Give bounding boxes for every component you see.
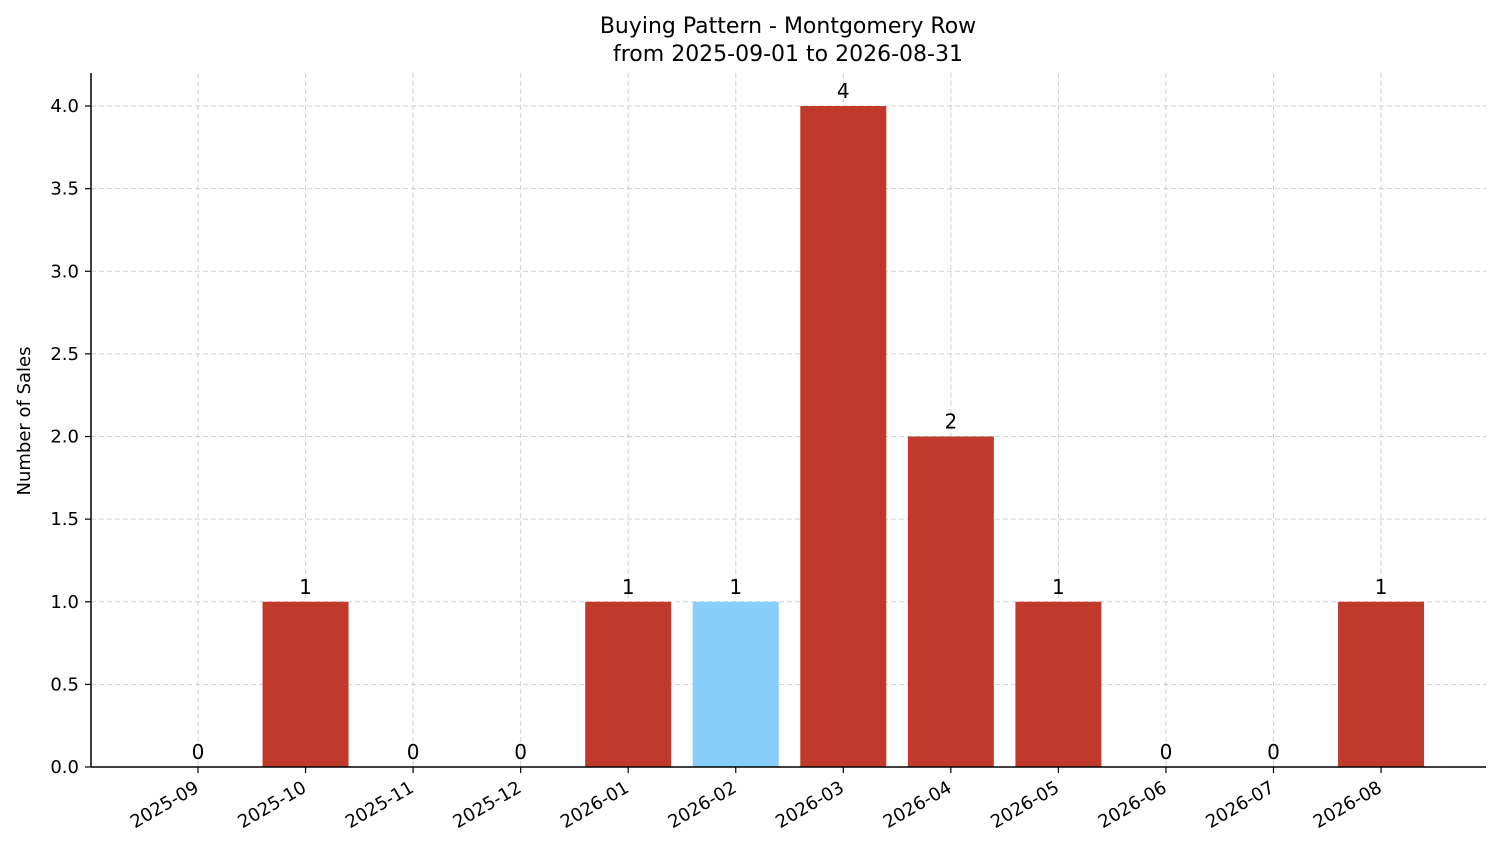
bar-2026-08: [1338, 601, 1425, 767]
x-tick-label-2026-08: 2026-08: [1310, 777, 1386, 833]
y-tick-label: 0.0: [50, 757, 79, 778]
data-label-2025-09: 0: [192, 740, 205, 764]
y-tick-label: 3.5: [50, 179, 79, 200]
data-label-2026-03: 4: [837, 79, 850, 103]
data-label-2025-12: 0: [514, 740, 527, 764]
bar-2026-02: [692, 601, 779, 767]
y-tick-label: 0.5: [50, 674, 79, 695]
y-tick-label: 4.0: [50, 96, 79, 117]
y-tick-label: 2.5: [50, 344, 79, 365]
data-label-2026-04: 2: [944, 410, 957, 434]
x-tick-label-2025-12: 2025-12: [450, 777, 526, 833]
bar-2025-10: [262, 601, 349, 767]
x-tick-label-2026-03: 2026-03: [772, 777, 848, 833]
data-label-2026-01: 1: [622, 575, 635, 599]
x-tick-label-2026-02: 2026-02: [665, 777, 741, 833]
chart-title: Buying Pattern - Montgomery Row: [600, 14, 976, 39]
y-tick-label: 2.0: [50, 427, 79, 448]
data-label-2026-07: 0: [1267, 740, 1280, 764]
bar-layer: [262, 106, 1425, 768]
data-label-2026-02: 1: [729, 575, 742, 599]
data-label-2025-10: 1: [299, 575, 312, 599]
y-axis-label: Number of Sales: [14, 346, 35, 495]
data-label-2025-11: 0: [407, 740, 420, 764]
bar-2026-01: [585, 601, 672, 767]
bar-2026-03: [800, 106, 887, 768]
x-tick-label-2025-10: 2025-10: [234, 777, 310, 833]
bar-2026-04: [907, 436, 994, 767]
y-tick-label: 1.0: [50, 592, 79, 613]
y-tick-label: 3.0: [50, 261, 79, 282]
data-label-2026-05: 1: [1052, 575, 1065, 599]
data-label-2026-06: 0: [1160, 740, 1173, 764]
chart-subtitle: from 2025-09-01 to 2026-08-31: [613, 42, 963, 67]
x-tick-label-2026-04: 2026-04: [880, 777, 956, 833]
x-tick-label-2025-11: 2025-11: [342, 777, 418, 833]
x-tick-label-2026-07: 2026-07: [1202, 777, 1278, 833]
x-tick-label-2026-05: 2026-05: [987, 777, 1063, 833]
y-tick-label: 1.5: [50, 509, 79, 530]
x-tick-label-2026-01: 2026-01: [557, 777, 633, 833]
x-tick-label-2025-09: 2025-09: [127, 777, 203, 833]
data-label-layer: 0 1 0 0 1 1 4 2 1 0 0 1: [192, 79, 1388, 764]
x-tick-label-2026-06: 2026-06: [1095, 777, 1171, 833]
data-label-2026-08: 1: [1375, 575, 1388, 599]
bar-2026-05: [1015, 601, 1102, 767]
